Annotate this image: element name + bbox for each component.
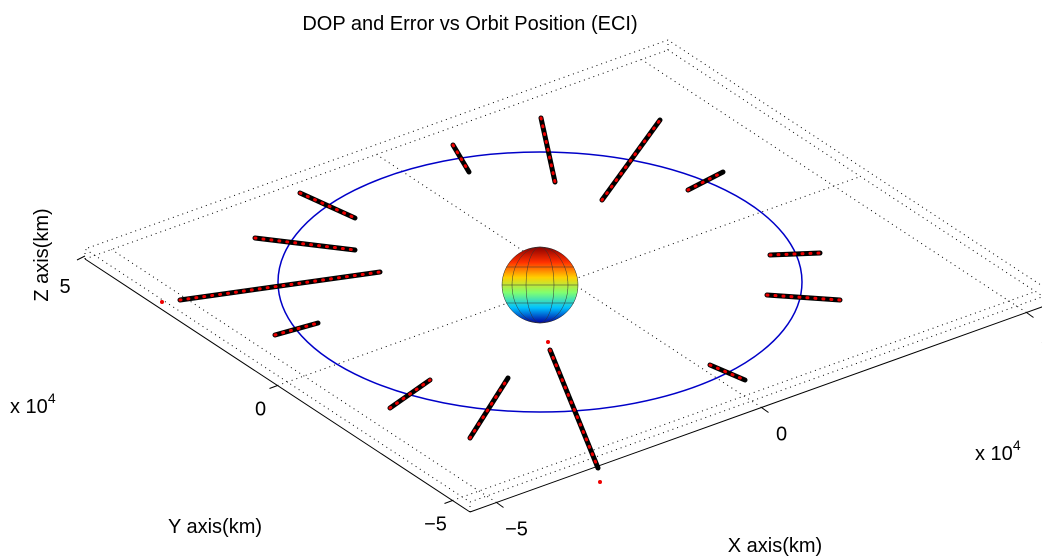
x-axis-label: X axis(km) xyxy=(728,535,822,557)
z-exponent-power: 4 xyxy=(48,390,56,406)
y-tick-label: 0 xyxy=(255,399,266,421)
earth xyxy=(501,246,579,324)
z-tick-label: 5 xyxy=(59,276,70,298)
z-exponent: x 104 xyxy=(10,390,56,418)
box-edge xyxy=(667,49,1042,297)
x-tick-label: 0 xyxy=(776,424,787,446)
x-tick-label: 5 xyxy=(1041,329,1042,351)
z-exponent-base: x 10 xyxy=(10,396,48,418)
chart-title: DOP and Error vs Orbit Position (ECI) xyxy=(302,13,637,35)
y-tick-label: −5 xyxy=(424,514,447,536)
y-tick xyxy=(444,500,453,504)
orbit xyxy=(277,151,803,413)
x-tick xyxy=(761,407,769,413)
x-exponent-power: 4 xyxy=(1013,437,1021,453)
z-tick xyxy=(76,255,86,261)
x-tick-label: −5 xyxy=(505,519,528,541)
y-tick xyxy=(269,385,278,389)
x-tick xyxy=(496,502,504,508)
grid-line xyxy=(641,59,1027,313)
z-axis-label: Z axis(km) xyxy=(31,208,53,301)
error-clusters xyxy=(160,115,843,484)
x-axis-line xyxy=(469,306,1042,513)
x-exponent-base: x 10 xyxy=(975,443,1013,465)
axes: −5 0 5 −5 0 5 xyxy=(59,39,1042,541)
y-axis-label: Y axis(km) xyxy=(168,516,262,538)
grid-line xyxy=(111,249,497,503)
x-tick xyxy=(1026,312,1034,318)
box-top xyxy=(83,39,1042,503)
x-exponent: x 104 xyxy=(975,437,1021,465)
